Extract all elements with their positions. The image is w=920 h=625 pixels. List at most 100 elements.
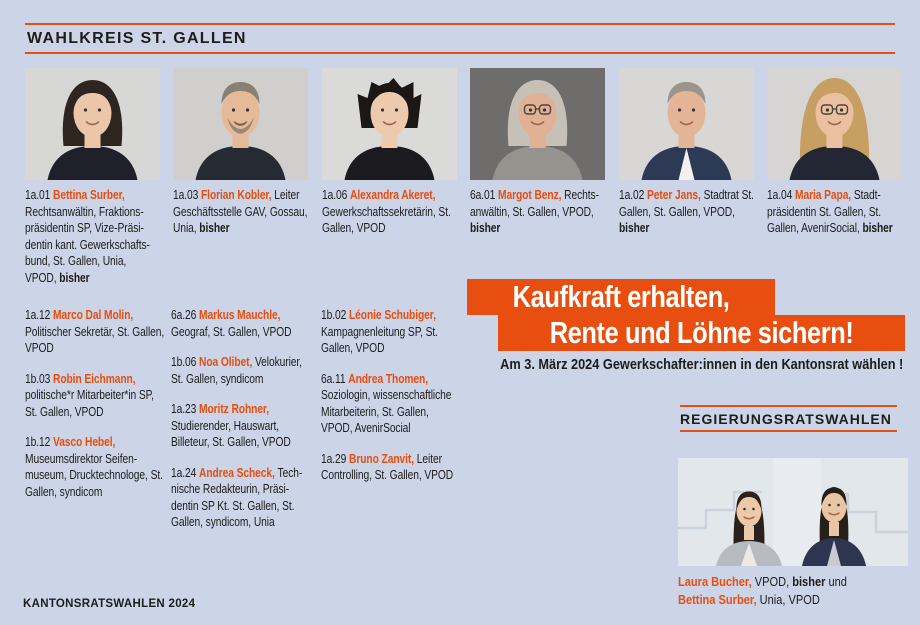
wahlkreis-title: WAHLKREIS ST. GALLEN: [27, 30, 247, 47]
candidate-number: 1a.04: [766, 188, 795, 202]
slogan-text-2: Rente und Löhne sichern!: [549, 315, 854, 350]
caption-text: und: [825, 574, 847, 589]
candidate-name: Alexandra Akeret,: [349, 188, 436, 202]
slogan-banner-line-2: Rente und Löhne sichern!: [498, 315, 905, 351]
candidate-description: Politischer Sekretär, St. Gallen, VPOD: [25, 324, 165, 356]
candidate-description: Museumsdirektor Seifen­museum, Drucktech…: [25, 451, 163, 499]
candidate-description: Studierender, Hauswart, Billeteur, St. G…: [171, 418, 291, 450]
candidate-number: 1b.06: [171, 355, 200, 369]
regierungsrat-header: REGIERUNGSRATSWAHLEN: [680, 405, 897, 432]
candidate-description: Leiter Geschäftsstelle GAV, Gossau, Unia…: [173, 188, 308, 235]
candidate-number: 6a.11: [321, 371, 349, 386]
candidate-name: Noa Olibet,: [199, 355, 255, 369]
candidate-caption: 1a.03 Florian Kobler, Leiter Geschäftsst…: [173, 187, 308, 286]
candidate-photo: [321, 68, 457, 180]
candidate-list-column-3: 1b.02 Léonie Schubiger, Kampagnenleitung…: [321, 307, 462, 498]
candidate-name: Andrea Scheck,: [199, 465, 278, 480]
candidate-entry: 1a.12 Marco Dal Molin, Politischer Sekre…: [25, 307, 166, 357]
candidate-number: 6a.01: [470, 188, 499, 202]
candidate-entry: 1b.03 Robin Eichmann, politische*r Mitar…: [25, 371, 166, 421]
portrait-illustration: [766, 68, 902, 180]
regierungsrat-caption-line: Bettina Surber, Unia, VPOD: [678, 591, 882, 609]
candidate-name: Bettina Surber,: [678, 591, 757, 607]
candidate-entry: 6a.26 Markus Mauchle, Geograf, St. Galle…: [171, 307, 312, 340]
candidate-description: Geograf, St. Gallen, VPOD: [171, 324, 292, 339]
photos-row: [25, 68, 902, 180]
candidate-number: 1a.03: [173, 188, 202, 202]
candidate-description: Leiter Controlling, St. Gallen, VPOD: [321, 451, 454, 483]
candidate-entry: 1b.06 Noa Olibet, Velokurier, St. Gallen…: [171, 354, 312, 387]
candidate-description: Stadtrat St. Gallen, St. Gallen, VPOD,: [618, 188, 754, 219]
candidate-number: 1a.12: [25, 308, 54, 322]
candidate-entry: 1a.01 Bettina Surber, Rechtsanwältin, Fr…: [25, 187, 160, 286]
candidate-entry: 1a.06 Alexandra Akeret, Gewerkschaftssek…: [322, 187, 457, 237]
candidate-list-column-2: 6a.26 Markus Mauchle, Geograf, St. Galle…: [171, 307, 312, 545]
portrait-illustration: [618, 68, 754, 180]
candidate-name: Andrea Thomen,: [348, 371, 428, 386]
candidate-description: Tech­nische Redakteurin, Präsi­dentin SP…: [171, 465, 303, 530]
candidate-list-column-1: 1a.12 Marco Dal Molin, Politischer Sekre…: [25, 307, 166, 514]
candidate-photo: [470, 68, 606, 180]
candidate-name: Robin Eichmann,: [53, 371, 136, 386]
candidate-number: 1a.29: [321, 451, 350, 466]
candidate-name: Moritz Rohner,: [199, 402, 270, 416]
candidate-entry: 6a.11 Andrea Thomen, Soziologin, wissens…: [321, 371, 462, 437]
candidate-name: Markus Mauchle,: [199, 308, 281, 322]
candidate-description: Gewerkschaftssekretärin, St. Gallen, VPO…: [321, 204, 451, 236]
candidate-description: politische*r Mitarbeiter*in SP, St. Gall…: [25, 388, 154, 419]
portrait-illustration: [470, 68, 606, 180]
candidate-description: Soziologin, wissenschaftliche Mitarbeite…: [321, 388, 452, 435]
candidate-name: Peter Jans,: [646, 188, 704, 202]
candidate-number: 1b.03: [25, 371, 54, 386]
candidate-number: 6a.26: [171, 308, 200, 322]
candidate-entry: 1a.24 Andrea Scheck, Tech­nische Redakte…: [171, 465, 312, 531]
candidate-description: Velokurier, St. Gallen, syndicom: [171, 355, 302, 386]
candidate-name: Maria Papa,: [794, 188, 854, 202]
candidate-name: Margot Benz,: [498, 188, 565, 202]
candidate-photo: [25, 68, 160, 180]
candidate-entry: 1a.03 Florian Kobler, Leiter Geschäftsst…: [173, 187, 308, 237]
regierungsrat-caption-line: Laura Bucher, VPOD, bisher und: [678, 573, 882, 591]
slogan-text-1: Kaufkraft erhalten,: [512, 279, 730, 314]
candidate-number: 1a.24: [171, 465, 200, 480]
candidate-number: 1b.12: [25, 435, 54, 449]
portrait-illustration: [25, 68, 160, 180]
candidate-name: Marco Dal Molin,: [53, 308, 134, 322]
regierungsrat-caption: Laura Bucher, VPOD, bisher und Bettina Su…: [678, 573, 918, 608]
slogan-subline: Am 3. März 2024 Gewerkschafter:innen in …: [499, 356, 903, 373]
duo-portrait-illustration: [678, 458, 908, 566]
candidate-caption: 1a.01 Bettina Surber, Rechtsanwältin, Fr…: [25, 187, 160, 286]
candidate-caption: 1a.04 Maria Papa, Stadt­präsidentin St. …: [767, 187, 902, 286]
candidate-name: Bruno Zanvit,: [349, 451, 417, 466]
caption-text: bisher: [792, 574, 826, 589]
candidate-caption: 1a.02 Peter Jans, Stadtrat St. Gallen, S…: [619, 187, 754, 286]
candidate-photo: [173, 68, 309, 180]
portrait-illustration: [321, 68, 457, 180]
bisher-flag: bisher: [618, 221, 649, 235]
captions-row: 1a.01 Bettina Surber, Rechtsanwältin, Fr…: [25, 187, 902, 286]
candidate-number: 1a.01: [25, 188, 54, 202]
candidate-name: Vasco Hebel,: [53, 435, 116, 449]
candidate-entry: 6a.01 Margot Benz, Rechts­anwältin, St. …: [470, 187, 605, 237]
bisher-flag: bisher: [862, 221, 893, 235]
caption-text: VPOD,: [751, 574, 793, 589]
regierungsrat-title: REGIERUNGSRATSWAHLEN: [680, 411, 892, 427]
candidate-name: Bettina Surber,: [53, 188, 125, 202]
candidate-caption: 6a.01 Margot Benz, Rechts­anwältin, St. …: [470, 187, 605, 286]
bisher-flag: bisher: [199, 221, 230, 235]
candidate-number: 1a.02: [618, 188, 647, 202]
candidate-number: 1a.23: [171, 402, 200, 416]
candidate-entry: 1a.23 Moritz Rohner, Studierender, Hausw…: [171, 401, 312, 451]
candidate-number: 1a.06: [321, 188, 350, 202]
bisher-flag: bisher: [59, 270, 90, 285]
candidate-description: Rechtsanwältin, Fraktions­präsidentin SP…: [25, 204, 150, 285]
candidate-entry: 1b.02 Léonie Schubiger, Kampagnenleitung…: [321, 307, 462, 357]
candidate-description: Rechts­anwältin, St. Gallen, VPOD,: [470, 188, 600, 219]
candidate-description: Kampagnenleitung SP, St. Gallen, VPOD: [321, 324, 438, 356]
candidate-entry: 1a.04 Maria Papa, Stadt­präsidentin St. …: [767, 187, 902, 237]
candidate-caption: 1a.06 Alexandra Akeret, Gewerkschaftssek…: [322, 187, 457, 286]
bisher-flag: bisher: [470, 221, 501, 235]
candidate-number: 1b.02: [321, 308, 350, 322]
candidate-entry: 1b.12 Vasco Hebel, Museumsdirektor Seife…: [25, 434, 166, 500]
